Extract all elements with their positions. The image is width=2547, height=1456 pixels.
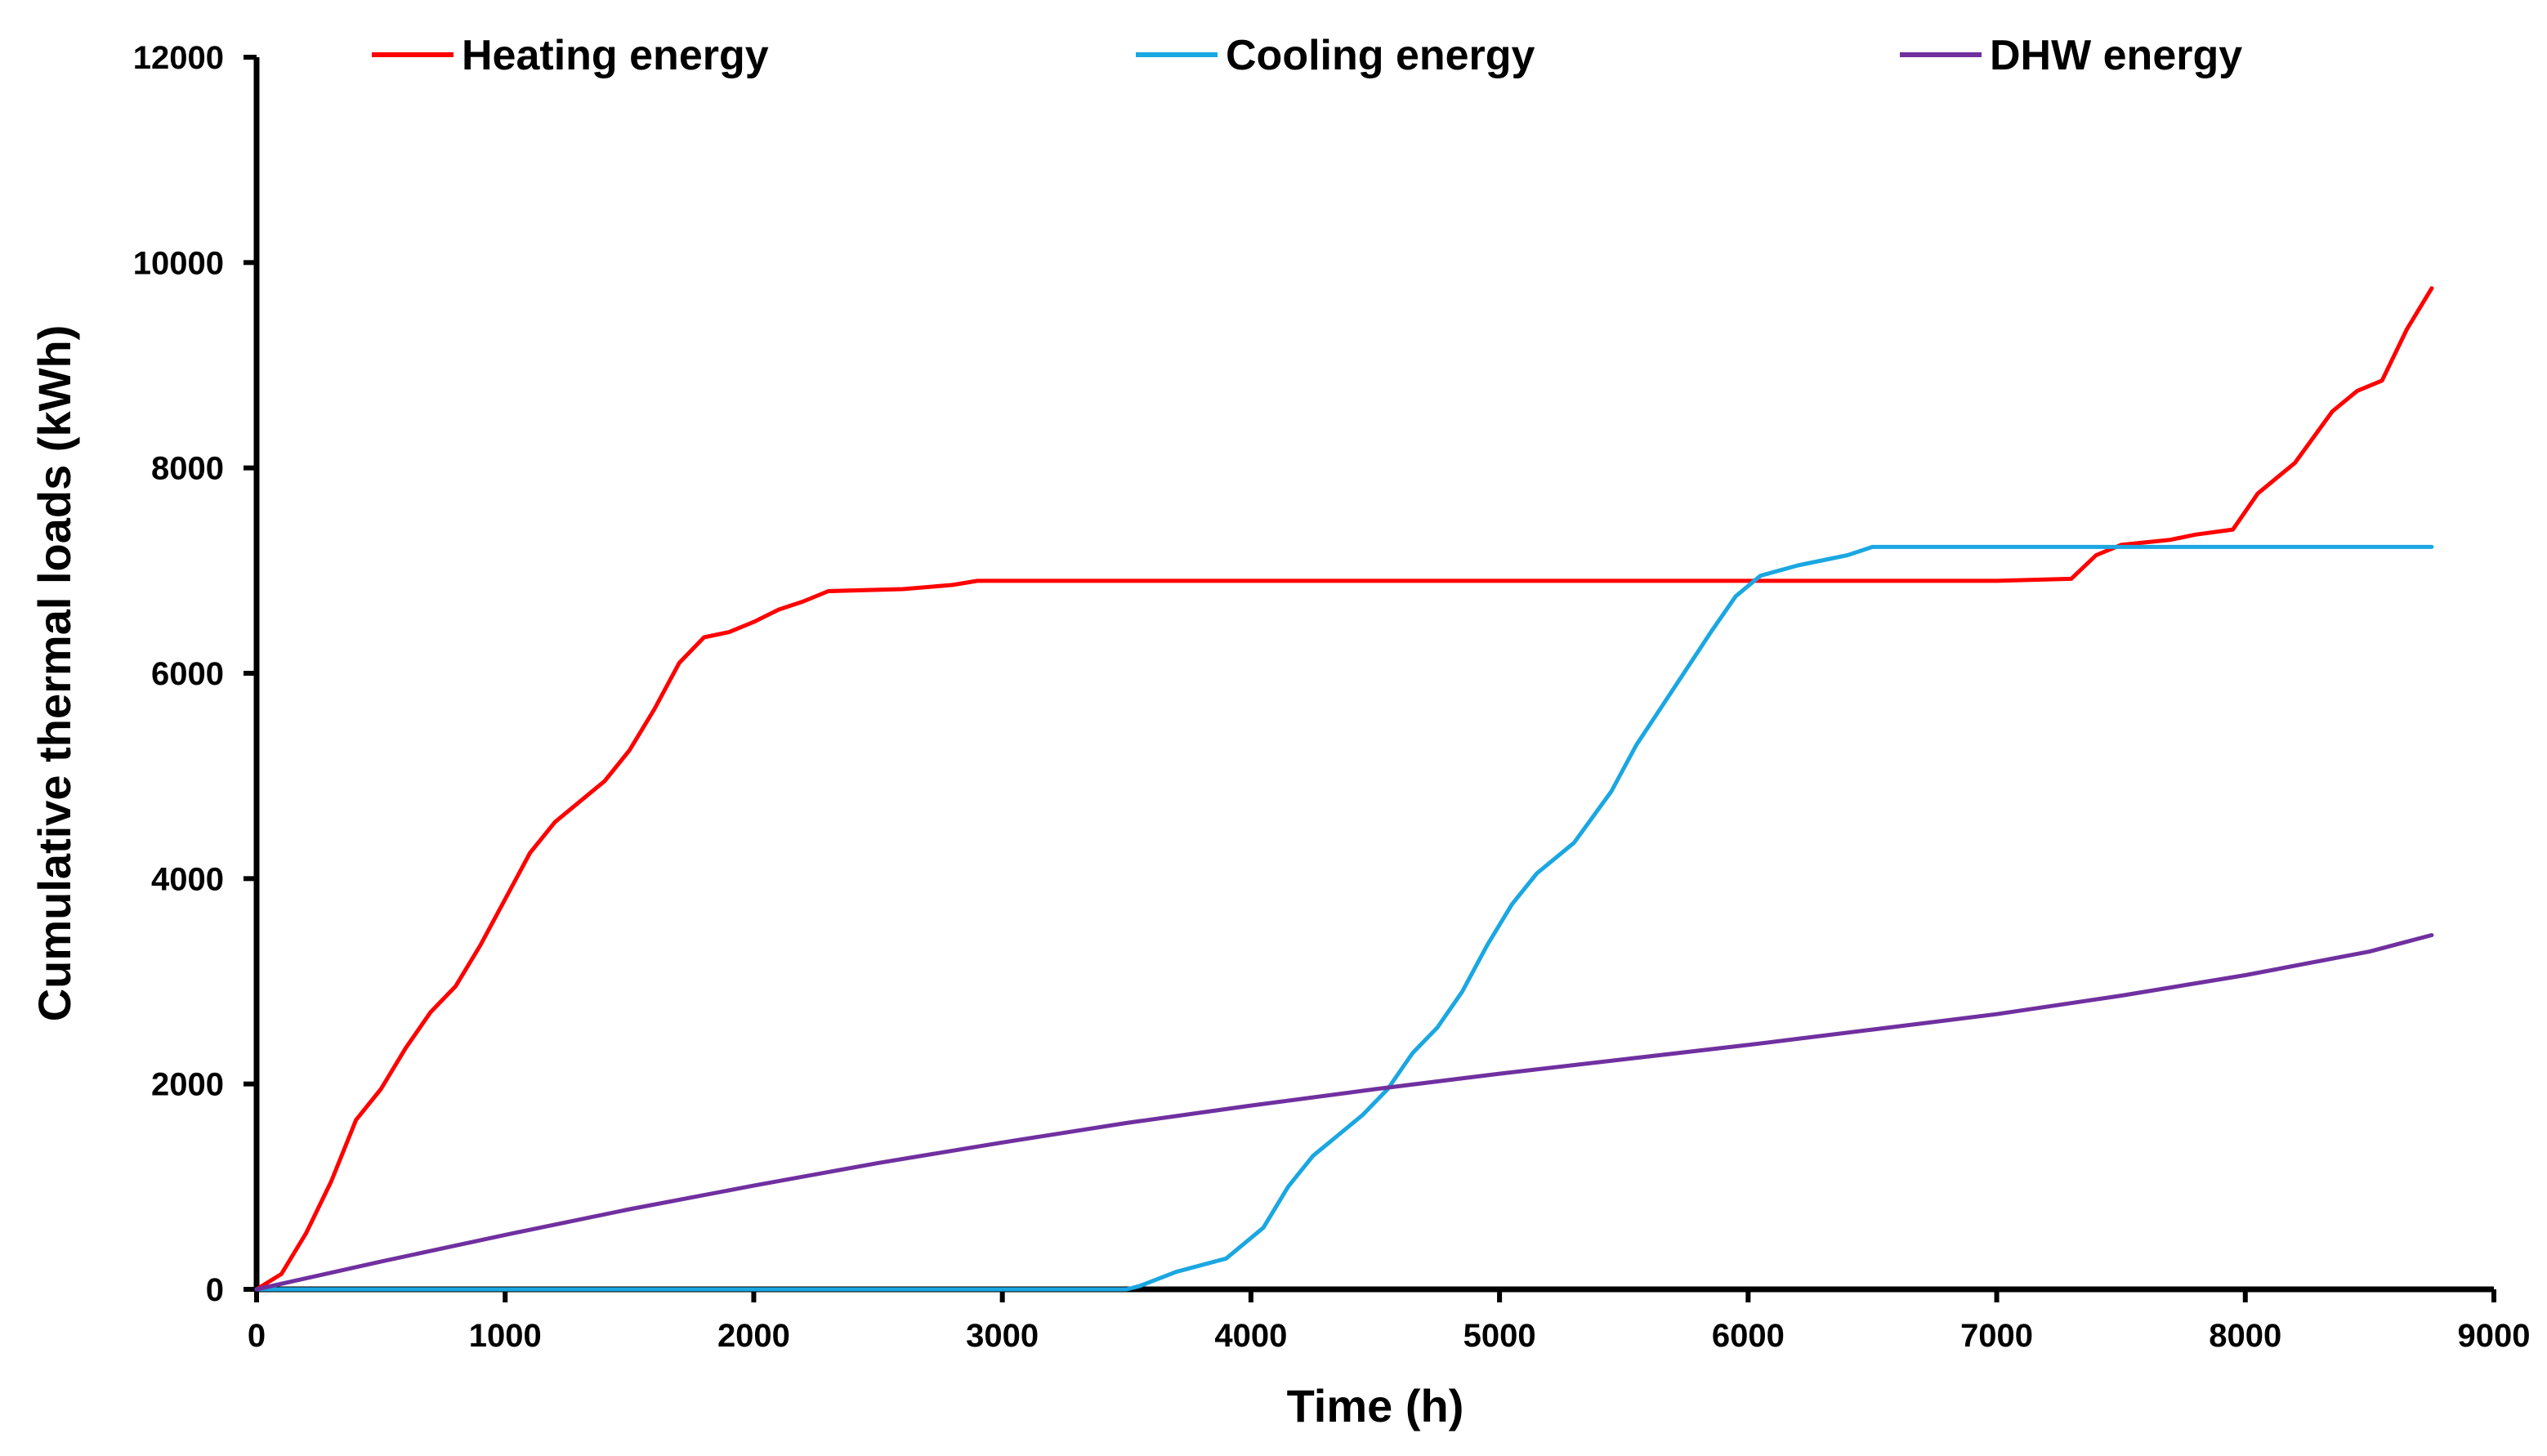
axes [253, 57, 2494, 1293]
y-tick-label: 0 [206, 1272, 224, 1308]
x-tick-label: 3000 [966, 1318, 1039, 1354]
x-axis-title: Time (h) [1287, 1380, 1464, 1431]
y-tick-label: 8000 [151, 451, 224, 487]
series-line-dhw-energy [254, 933, 2434, 1292]
legend-item: Heating energy [372, 32, 769, 79]
x-tick-label: 7000 [1960, 1318, 2033, 1354]
series-line-cooling-energy [254, 544, 2434, 1292]
y-tick-label: 2000 [151, 1067, 224, 1103]
y-axis-title: Cumulative thermal loads (kWh) [29, 325, 80, 1022]
series-lines [254, 286, 2434, 1292]
y-tick-label: 4000 [151, 861, 224, 897]
x-tick-label: 4000 [1214, 1318, 1287, 1354]
legend-item: Cooling energy [1136, 32, 1535, 79]
legend: Heating energy Cooling energy DHW energy [372, 32, 2242, 79]
x-tick-label: 1000 [469, 1318, 542, 1354]
x-tick-label: 8000 [2209, 1318, 2281, 1354]
series-line-heating-energy [254, 286, 2434, 1292]
x-tick-label: 0 [248, 1318, 266, 1354]
ticks: 0 1000 2000 3000 4000 5000 6000 7000 8000 9000 0 20… [133, 40, 2531, 1354]
x-tick-label: 9000 [2458, 1318, 2531, 1354]
x-tick-label: 5000 [1463, 1318, 1536, 1354]
legend-label: DHW energy [1990, 32, 2242, 79]
y-tick-label: 10000 [133, 245, 224, 281]
legend-label: Cooling energy [1226, 32, 1535, 79]
legend-label: Heating energy [462, 32, 769, 79]
x-tick-label: 2000 [717, 1318, 790, 1354]
legend-item: DHW energy [1900, 32, 2242, 79]
y-tick-label: 12000 [133, 40, 224, 76]
y-tick-label: 6000 [151, 656, 224, 692]
x-tick-label: 6000 [1712, 1318, 1785, 1354]
